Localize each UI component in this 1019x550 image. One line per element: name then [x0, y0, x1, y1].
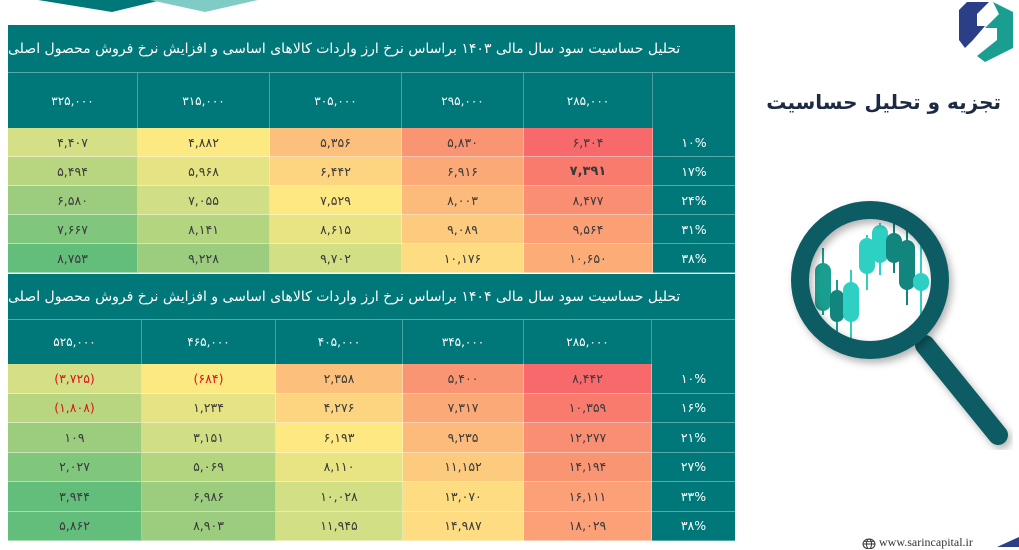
table-cell: ۹,۲۳۵ — [403, 423, 524, 453]
table-cell: ۱۰,۶۵۰ — [524, 244, 653, 273]
table-header-row: ۵۲۵,۰۰۰ ۴۶۵,۰۰۰ ۴۰۵,۰۰۰ ۳۴۵,۰۰۰ ۲۸۵,۰۰۰ — [8, 320, 735, 364]
table-cell: ۱۰۹ — [8, 423, 142, 453]
column-header: ۴۶۵,۰۰۰ — [142, 320, 276, 364]
table-header-row: ۳۲۵,۰۰۰ ۳۱۵,۰۰۰ ۳۰۵,۰۰۰ ۲۹۵,۰۰۰ ۲۸۵,۰۰۰ — [8, 73, 735, 128]
table-cell: ۲,۰۲۷ — [8, 452, 142, 482]
table-cell: ۱۶,۱۱۱ — [524, 482, 652, 512]
table-cell: ۶,۹۱۶ — [402, 157, 524, 186]
table-cell: ۱۰,۳۵۹ — [524, 393, 652, 423]
table-cell: ۸,۱۴۱ — [138, 215, 270, 244]
table-cell: ۷,۳۹۱ — [524, 157, 653, 186]
row-label: ۲۱% — [652, 423, 735, 453]
table-title: تحلیل حساسیت سود سال مالی ۱۴۰۴ براساس نر… — [8, 274, 735, 320]
table-cell: ۱۲,۲۷۷ — [524, 423, 652, 453]
table-cell: ۱۸,۰۲۹ — [524, 511, 652, 541]
row-label: ۱۰% — [652, 364, 735, 394]
row-label: ۳۸% — [652, 511, 735, 541]
sarin-capital-logo-icon — [959, 2, 1013, 62]
column-header: ۳۰۵,۰۰۰ — [270, 73, 402, 128]
table-cell: ۸,۴۷۷ — [524, 186, 653, 215]
column-header: ۳۴۵,۰۰۰ — [403, 320, 524, 364]
table-cell: ۴,۴۰۷ — [8, 128, 138, 157]
website-footer[interactable]: www.sarincapital.ir — [862, 535, 973, 550]
table-cell: ۱,۲۳۴ — [142, 393, 276, 423]
table-cell: ۵,۳۵۶ — [270, 128, 402, 157]
magnifier-candlestick-icon — [791, 201, 1008, 445]
table-cell: (۱,۸۰۸) — [8, 393, 142, 423]
table-cell: ۵,۴۹۴ — [8, 157, 138, 186]
table-cell: ۶,۳۰۴ — [524, 128, 653, 157]
table-cell: ۸,۷۵۳ — [8, 244, 138, 273]
table-cell: ۵,۸۶۲ — [8, 511, 142, 541]
table-cell: ۳,۱۵۱ — [142, 423, 276, 453]
table-cell: ۱۱,۹۴۵ — [276, 511, 403, 541]
table-cell: ۷,۰۵۵ — [138, 186, 270, 215]
table-cell: ۹,۷۰۲ — [270, 244, 402, 273]
table-cell: ۱۴,۹۸۷ — [403, 511, 524, 541]
globe-icon — [862, 538, 876, 550]
table-cell: ۴,۲۷۶ — [276, 393, 403, 423]
table-cell: ۱۰,۰۲۸ — [276, 482, 403, 512]
table-cell: ۸,۰۰۳ — [402, 186, 524, 215]
table-cell: ۱۱,۱۵۲ — [403, 452, 524, 482]
table-cell: ۸,۴۴۲ — [524, 364, 652, 394]
column-header: ۳۲۵,۰۰۰ — [8, 73, 138, 128]
corner-header — [653, 73, 735, 128]
table-cell: ۱۴,۱۹۴ — [524, 452, 652, 482]
corner-header — [652, 320, 735, 364]
footer-corner-decoration — [997, 537, 1019, 547]
decorative-chevrons — [38, 0, 258, 12]
table-cell: (۶۸۴) — [142, 364, 276, 394]
table-cell: ۵,۴۰۰ — [403, 364, 524, 394]
column-header: ۴۰۵,۰۰۰ — [276, 320, 403, 364]
table-cell: ۲,۳۵۸ — [276, 364, 403, 394]
table-cell: ۵,۹۶۸ — [138, 157, 270, 186]
row-label: ۱۰% — [653, 128, 735, 157]
column-header: ۳۱۵,۰۰۰ — [138, 73, 270, 128]
table-cell: ۷,۳۱۷ — [403, 393, 524, 423]
table-cell: ۶,۴۴۲ — [270, 157, 402, 186]
table-cell: ۱۳,۰۷۰ — [403, 482, 524, 512]
table-cell: ۸,۹۰۳ — [142, 511, 276, 541]
table-cell: ۸,۶۱۵ — [270, 215, 402, 244]
table-cell: ۹,۲۲۸ — [138, 244, 270, 273]
table-cell: ۹,۰۸۹ — [402, 215, 524, 244]
row-label: ۱۶% — [652, 393, 735, 423]
row-label: ۱۷% — [653, 157, 735, 186]
table-cell: ۵,۸۳۰ — [402, 128, 524, 157]
website-link[interactable]: www.sarincapital.ir — [879, 535, 973, 549]
table-cell: ۱۰,۱۷۶ — [402, 244, 524, 273]
table-cell: ۷,۵۲۹ — [270, 186, 402, 215]
row-label: ۲۴% — [653, 186, 735, 215]
row-label: ۳۸% — [653, 244, 735, 273]
row-label: ۳۱% — [653, 215, 735, 244]
column-header: ۲۹۵,۰۰۰ — [402, 73, 524, 128]
table-body: ۴,۴۰۷ ۴,۸۸۲ ۵,۳۵۶ ۵,۸۳۰ ۶,۳۰۴ ۱۰% ۵,۴۹۴ ۵,۹۶۸ ۶,… — [8, 128, 735, 273]
column-header: ۲۸۵,۰۰۰ — [524, 73, 653, 128]
sensitivity-table-1404: تحلیل حساسیت سود سال مالی ۱۴۰۴ براساس نر… — [8, 274, 735, 541]
section-title: تجزیه و تحلیل حساسیت — [766, 90, 1001, 114]
table-cell: (۳,۷۲۵) — [8, 364, 142, 394]
table-cell: ۴,۸۸۲ — [138, 128, 270, 157]
table-cell: ۳,۹۴۴ — [8, 482, 142, 512]
table-cell: ۶,۱۹۳ — [276, 423, 403, 453]
table-cell: ۷,۶۶۷ — [8, 215, 138, 244]
row-label: ۳۳% — [652, 482, 735, 512]
table-cell: ۶,۵۸۰ — [8, 186, 138, 215]
sensitivity-table-1403: تحلیل حساسیت سود سال مالی ۱۴۰۳ براساس نر… — [8, 25, 735, 273]
table-cell: ۵,۰۶۹ — [142, 452, 276, 482]
column-header: ۲۸۵,۰۰۰ — [524, 320, 652, 364]
table-cell: ۹,۵۶۴ — [524, 215, 653, 244]
table-cell: ۶,۹۸۶ — [142, 482, 276, 512]
row-label: ۲۷% — [652, 452, 735, 482]
table-title: تحلیل حساسیت سود سال مالی ۱۴۰۳ براساس نر… — [8, 25, 735, 73]
table-cell: ۸,۱۱۰ — [276, 452, 403, 482]
column-header: ۵۲۵,۰۰۰ — [8, 320, 142, 364]
table-body: (۳,۷۲۵) (۶۸۴) ۲,۳۵۸ ۵,۴۰۰ ۸,۴۴۲ ۱۰% (۱,۸۰۸) ۱,۲… — [8, 364, 735, 541]
